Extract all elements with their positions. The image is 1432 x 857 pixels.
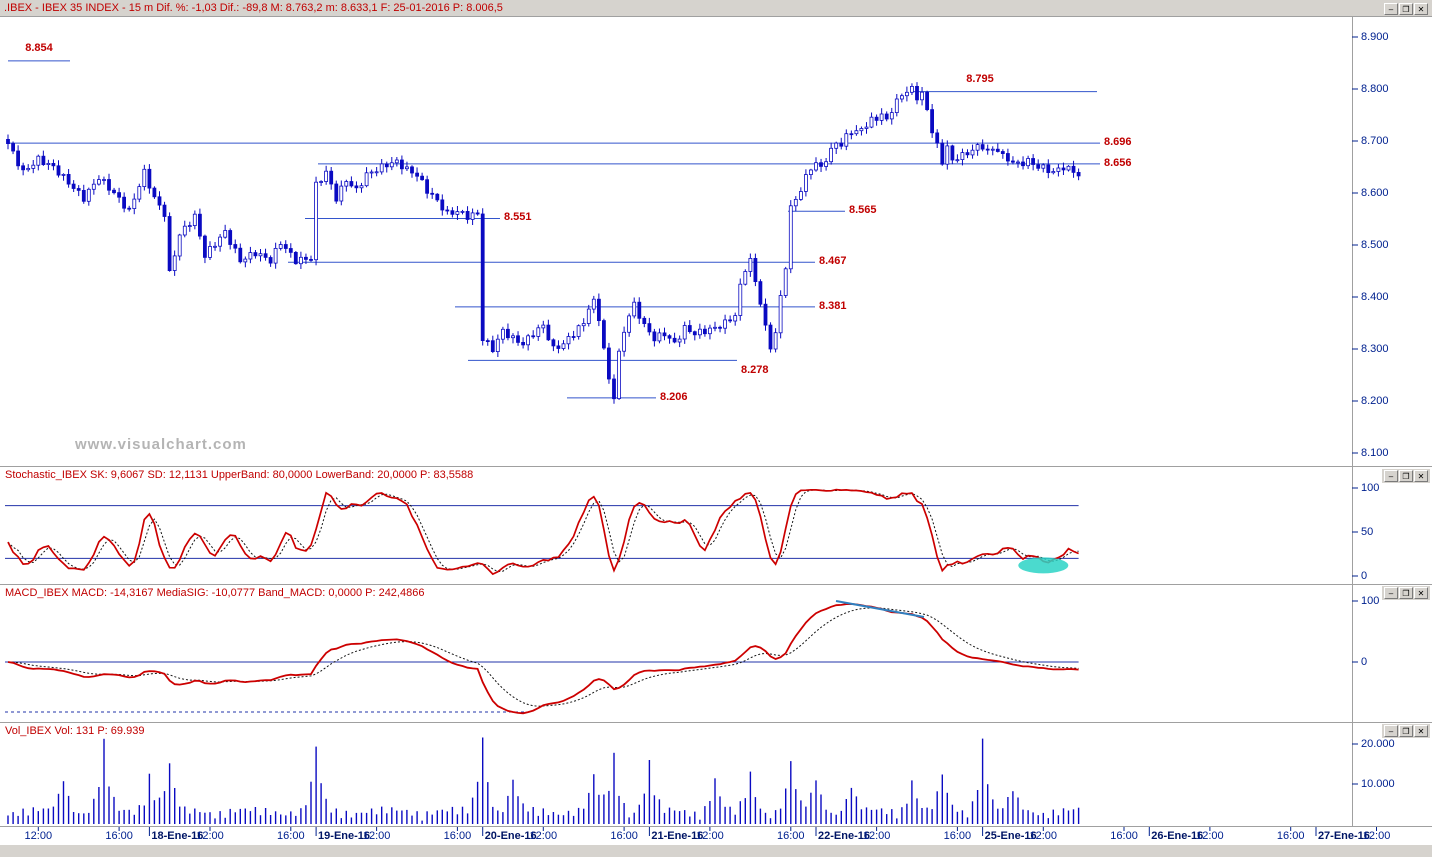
time-axis-label: 12:00 xyxy=(362,830,391,842)
level-label: 8.381 xyxy=(819,300,847,312)
chart-title: .IBEX - IBEX 35 INDEX - 15 m Dif. %: -1,… xyxy=(4,2,503,14)
time-axis-label: 16:00 xyxy=(610,830,638,842)
stochastic-axis[interactable]: 100 50 0 xyxy=(1352,467,1432,584)
level-label: 8.206 xyxy=(660,391,688,403)
volume-axis-label: 10.000 xyxy=(1361,778,1395,790)
time-axis-label: 16:00 xyxy=(277,830,305,842)
level-label: 8.278 xyxy=(741,364,769,376)
price-axis-label: 8.200 xyxy=(1361,395,1389,407)
time-axis-label: 16:00 xyxy=(1110,830,1138,842)
window-titlebar: .IBEX - IBEX 35 INDEX - 15 m Dif. %: -1,… xyxy=(0,0,1432,16)
time-axis-date-label: 18-Ene-16 xyxy=(151,830,204,842)
minimize-button[interactable]: – xyxy=(1384,587,1398,599)
volume-axis-label: 20.000 xyxy=(1361,738,1395,750)
level-label: 8.467 xyxy=(819,255,847,267)
macd-panel-controls: – ❐ ✕ xyxy=(1382,586,1430,600)
time-axis-date-label: 25-Ene-16 xyxy=(984,830,1037,842)
time-axis-label: 12:00 xyxy=(529,830,558,842)
level-label: 8.795 xyxy=(966,73,994,85)
stochastic-header: Stochastic_IBEX SK: 9,6067 SD: 12,1131 U… xyxy=(5,469,474,481)
price-axis-label: 8.600 xyxy=(1361,187,1389,199)
level-label: 8.656 xyxy=(1104,157,1132,169)
macd-panel[interactable] xyxy=(0,585,1352,722)
macd-header: MACD_IBEX MACD: -14,3167 MediaSIG: -10,0… xyxy=(5,587,425,599)
maximize-button[interactable]: ❐ xyxy=(1399,725,1413,737)
price-axis-label: 8.700 xyxy=(1361,135,1389,147)
level-label: 8.551 xyxy=(504,211,532,223)
time-axis-label: 12:00 xyxy=(862,830,891,842)
stochastic-axis-label: 0 xyxy=(1361,570,1368,582)
close-button[interactable]: ✕ xyxy=(1414,587,1428,599)
time-axis-date-label: 21-Ene-16 xyxy=(651,830,704,842)
close-button[interactable]: ✕ xyxy=(1414,3,1428,15)
time-axis-label: 16:00 xyxy=(943,830,972,842)
watermark: www.visualchart.com xyxy=(75,436,247,453)
macd-axis-label: 0 xyxy=(1361,656,1368,668)
price-axis-label: 8.500 xyxy=(1361,239,1389,251)
price-axis-label: 8.300 xyxy=(1361,343,1389,355)
time-axis-date-label: 26-Ene-16 xyxy=(1151,830,1204,842)
level-label: 8.854 xyxy=(25,42,53,54)
time-axis-label: 16:00 xyxy=(1276,830,1305,842)
volume-panel-controls: – ❐ ✕ xyxy=(1382,724,1430,738)
volume-panel[interactable] xyxy=(0,723,1352,826)
minimize-button[interactable]: – xyxy=(1384,725,1398,737)
price-axis-label: 8.100 xyxy=(1361,447,1389,459)
price-axis-label: 8.400 xyxy=(1361,291,1389,303)
time-axis-label: 16:00 xyxy=(105,830,133,842)
time-axis-label: 12:00 xyxy=(696,830,724,842)
price-axis[interactable]: 8.900 8.800 8.700 8.600 8.500 8.400 8.300 8.200… xyxy=(1352,16,1432,466)
maximize-button[interactable]: ❐ xyxy=(1399,470,1413,482)
price-axis-label: 8.900 xyxy=(1361,31,1389,43)
close-button[interactable]: ✕ xyxy=(1414,725,1428,737)
maximize-button[interactable]: ❐ xyxy=(1399,587,1413,599)
macd-axis-label: 100 xyxy=(1361,595,1380,607)
maximize-button[interactable]: ❐ xyxy=(1399,3,1413,15)
level-label: 8.696 xyxy=(1104,136,1132,148)
stochastic-panel[interactable] xyxy=(0,467,1352,584)
time-axis-date-label: 19-Ene-16 xyxy=(318,830,371,842)
stochastic-axis-label: 50 xyxy=(1361,526,1374,538)
close-button[interactable]: ✕ xyxy=(1414,470,1428,482)
time-axis-label: 12:00 xyxy=(1362,830,1391,842)
time-axis-label: 12:00 xyxy=(1196,830,1224,842)
time-axis-label: 12:00 xyxy=(24,830,53,842)
price-axis-label: 8.800 xyxy=(1361,83,1389,95)
level-label: 8.565 xyxy=(849,204,877,216)
time-axis-date-label: 22-Ene-16 xyxy=(818,830,870,842)
window-bottom-chrome xyxy=(0,845,1432,857)
time-axis-label: 16:00 xyxy=(776,830,805,842)
time-axis-label: 16:00 xyxy=(443,830,472,842)
time-axis-label: 12:00 xyxy=(1029,830,1058,842)
time-axis-date-label: 27-Ene-16 xyxy=(1317,830,1370,842)
volume-axis[interactable]: 20.000 10.000 xyxy=(1352,723,1432,826)
macd-axis[interactable]: 100 0 xyxy=(1352,585,1432,722)
time-axis-label: 12:00 xyxy=(196,830,224,842)
stochastic-panel-controls: – ❐ ✕ xyxy=(1382,469,1430,483)
stochastic-axis-label: 100 xyxy=(1361,482,1380,494)
time-axis-date-label: 20-Ene-16 xyxy=(484,830,537,842)
volume-header: Vol_IBEX Vol: 131 P: 69.939 xyxy=(5,725,145,737)
minimize-button[interactable]: – xyxy=(1384,470,1398,482)
window-controls: – ❐ ✕ xyxy=(1382,2,1430,16)
minimize-button[interactable]: – xyxy=(1384,3,1398,15)
time-axis[interactable]: 12:00 16:00 18-Ene-16 12:00 16:00 19-Ene-16 12… xyxy=(0,827,1432,845)
